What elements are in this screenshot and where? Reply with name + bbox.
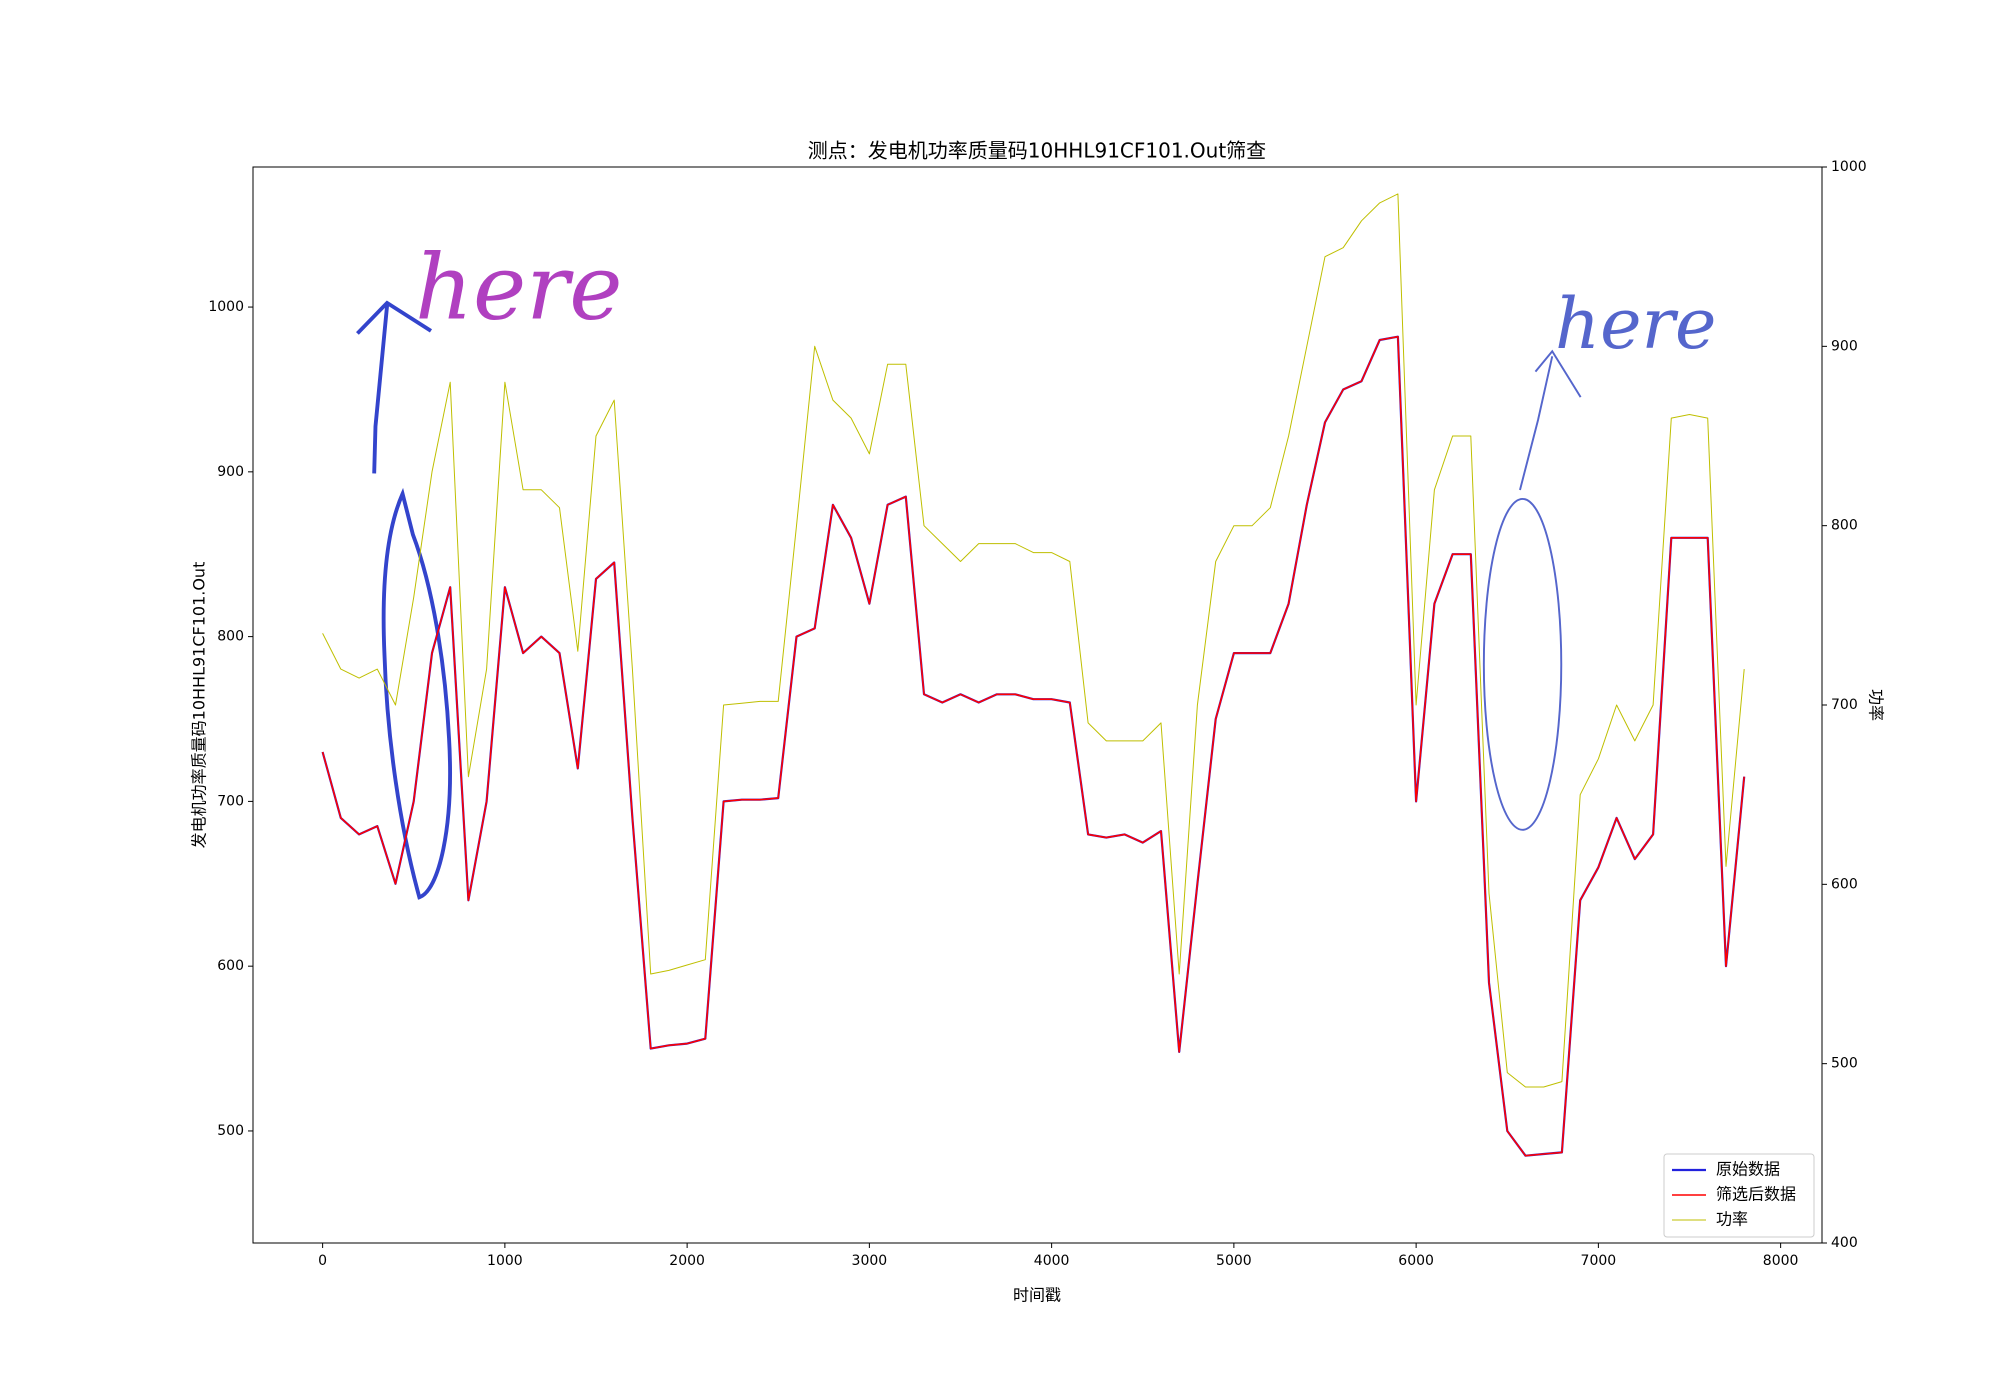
y2-tick-label: 500 [1831,1056,1858,1072]
y-axis-label: 发电机功率质量码10HHL91CF101.Out [190,562,209,849]
x-tick-label: 6000 [1398,1253,1434,1269]
x-tick-label: 2000 [669,1253,705,1269]
legend-label: 原始数据 [1716,1160,1780,1179]
x-axis-label: 时间戳 [1013,1286,1061,1305]
arrow-stroke [372,305,390,474]
y2-axis-label: 功率 [1867,689,1886,721]
series-line [322,193,1745,1088]
y2-tick-label: 900 [1831,338,1858,354]
y2-tick-label: 700 [1831,697,1858,713]
legend-label: 筛选后数据 [1716,1185,1796,1204]
y-tick-label: 900 [217,464,244,480]
annotation: here [1555,283,1716,365]
x-tick-label: 7000 [1581,1253,1617,1269]
loop-stroke [381,487,452,900]
y-tick-label: 500 [217,1123,244,1139]
arrow-stroke [1519,356,1554,491]
y-tick-label: 800 [217,629,244,645]
handwriting [356,300,1582,900]
series-line [321,335,1745,1157]
y-tick-label: 700 [217,793,244,809]
arrow-head [356,300,433,335]
chart-title: 测点：发电机功率质量码10HHL91CF101.Out筛查 [808,139,1266,163]
legend-box [1663,1153,1815,1238]
x-tick-label: 4000 [1034,1253,1070,1269]
y2-tick-label: 400 [1831,1235,1858,1251]
x-tick-label: 5000 [1216,1253,1252,1269]
arrow-head [1534,349,1582,398]
x-tick-label: 3000 [852,1253,888,1269]
loop-stroke [1482,497,1563,831]
y2-tick-label: 1000 [1831,159,1867,175]
x-tick-label: 0 [318,1253,327,1269]
y2-tick-label: 800 [1831,518,1858,534]
annotation: here [415,235,623,340]
legend-label: 功率 [1716,1210,1748,1229]
y-tick-label: 600 [217,958,244,974]
y-tick-label: 1000 [208,299,244,315]
y2-tick-label: 600 [1831,876,1858,892]
plot-frame [252,166,1823,1244]
x-tick-label: 8000 [1763,1253,1799,1269]
x-tick-label: 1000 [487,1253,523,1269]
